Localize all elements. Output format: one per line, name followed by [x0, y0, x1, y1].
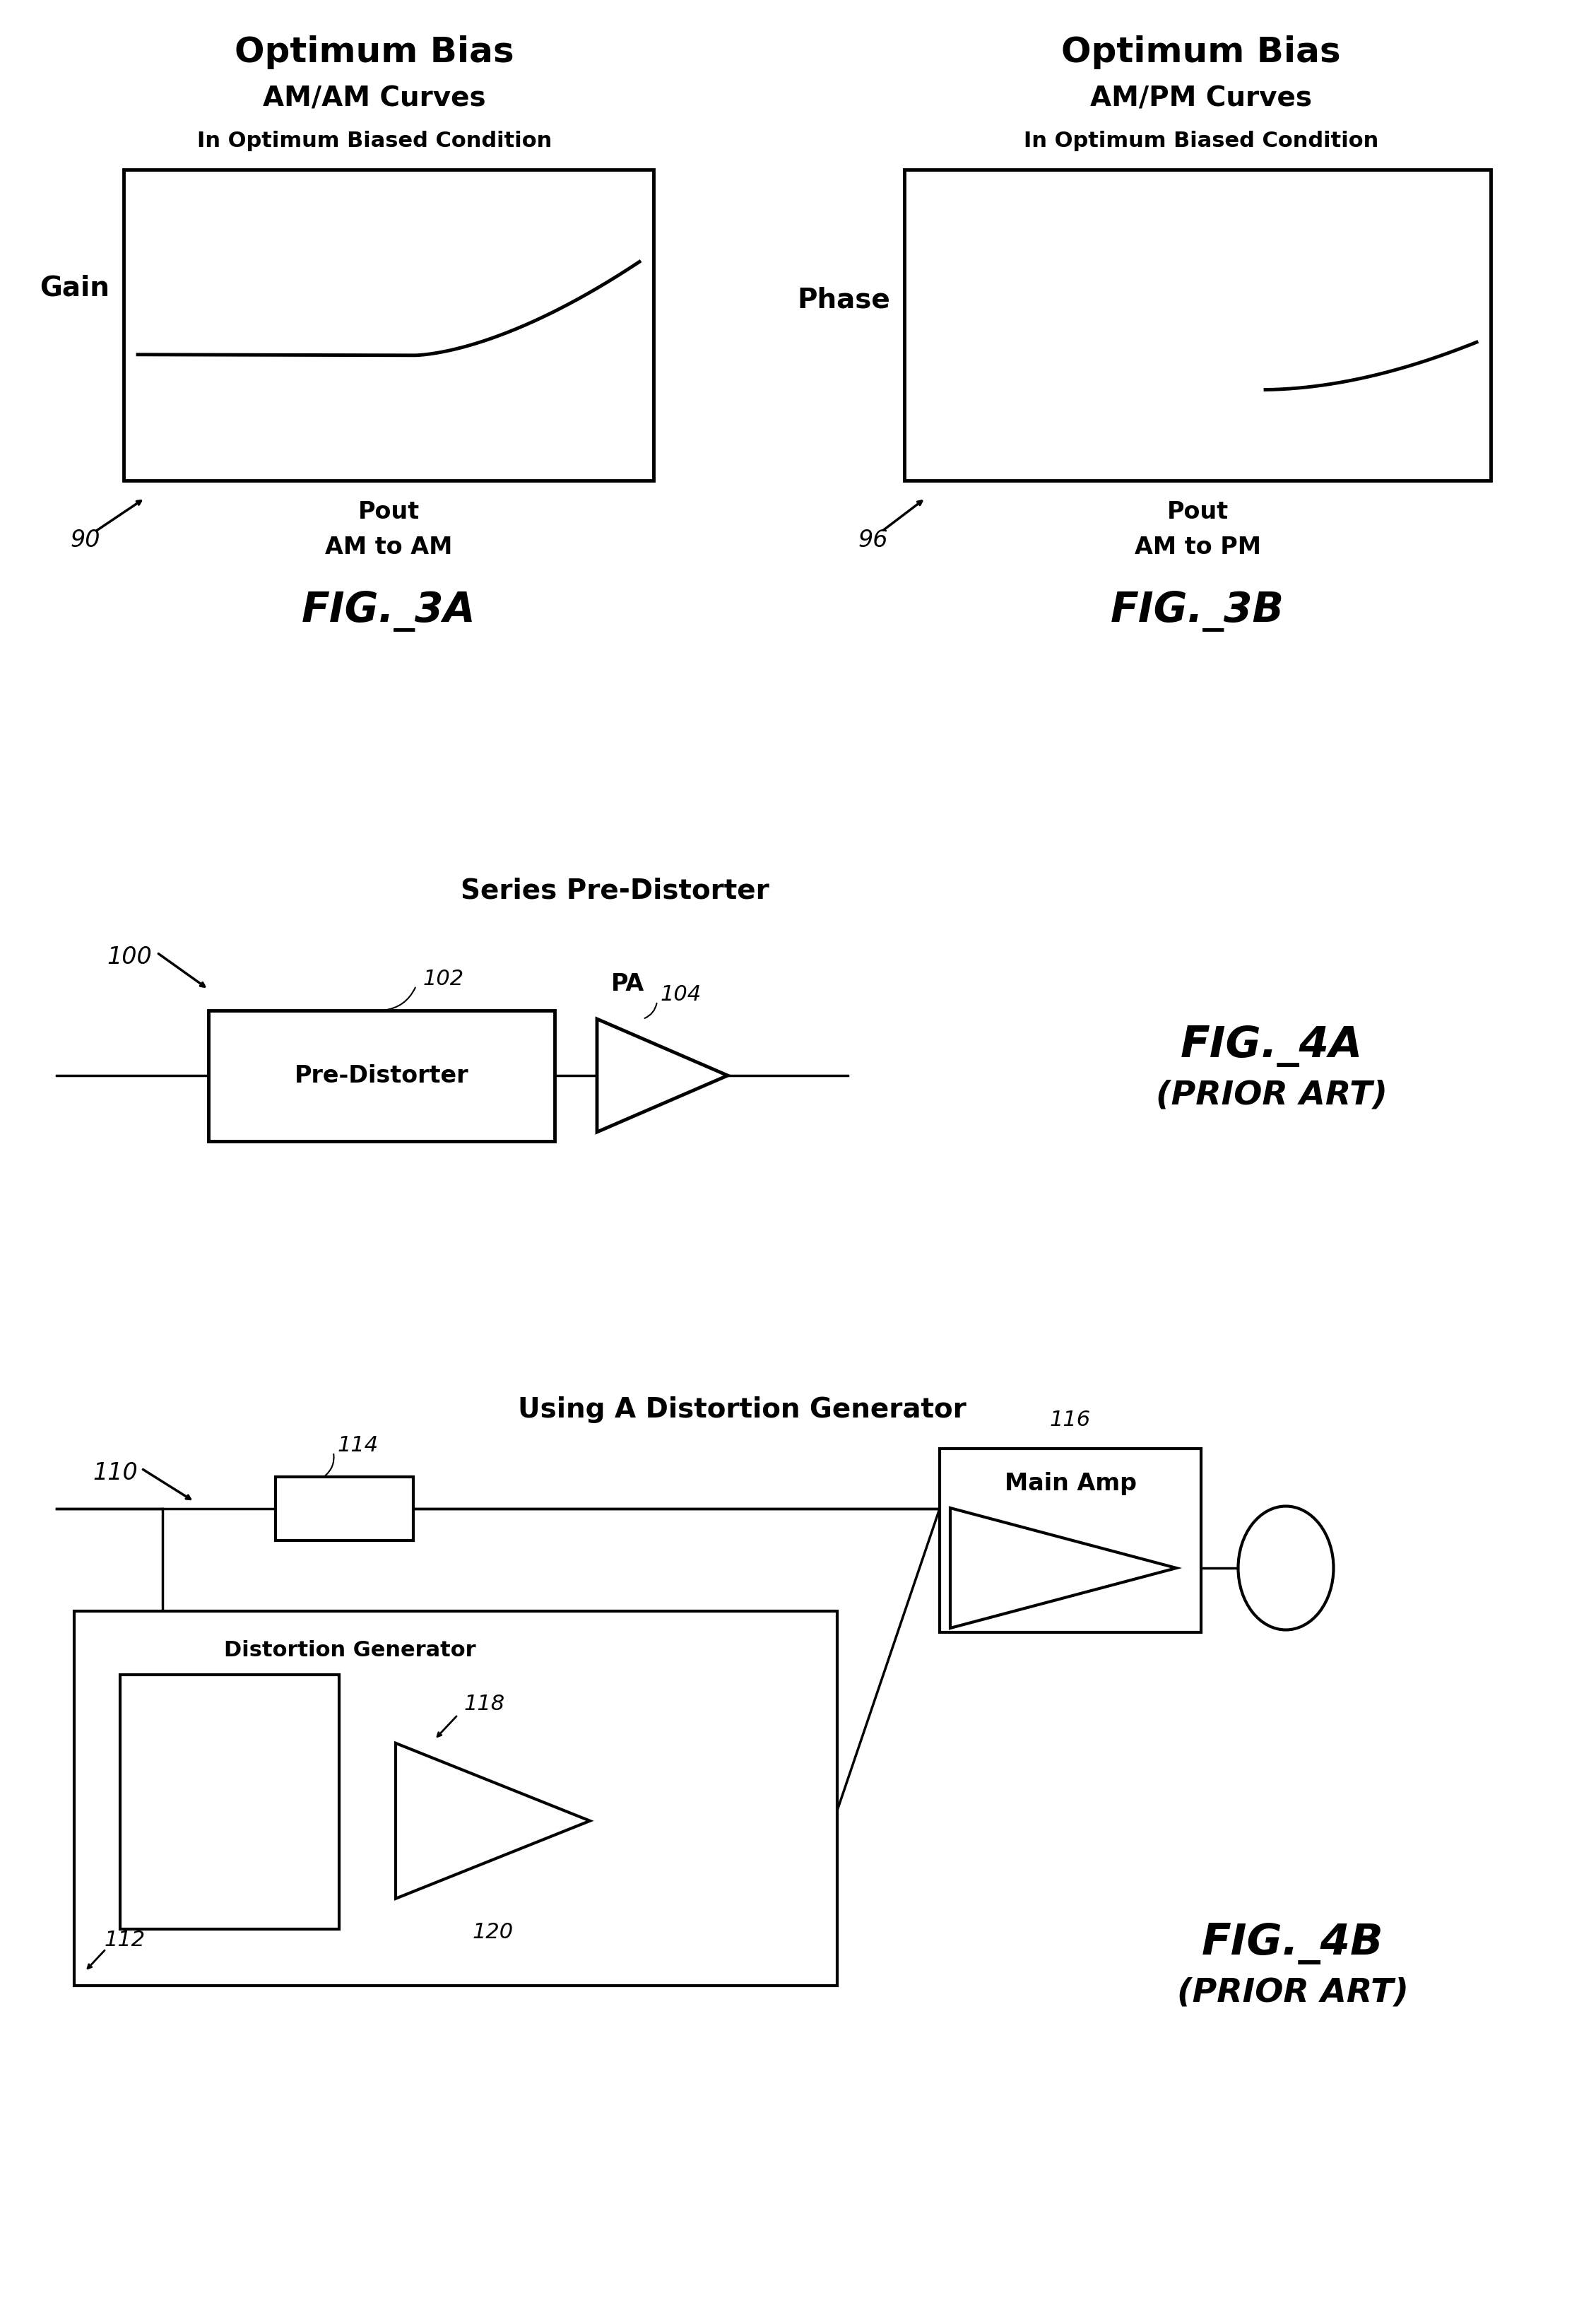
Text: 100: 100	[107, 945, 152, 968]
Text: Distortion Generator: Distortion Generator	[223, 1639, 476, 1660]
Text: 112: 112	[105, 1930, 145, 1950]
Text: FIG._4A: FIG._4A	[1181, 1024, 1363, 1066]
Text: Series Pre-Distorter: Series Pre-Distorter	[460, 878, 769, 903]
Text: AM to PM: AM to PM	[1135, 536, 1261, 560]
Bar	[209, 1010, 554, 1140]
Text: Phase: Phase	[796, 286, 891, 313]
Text: AM/AM Curves: AM/AM Curves	[263, 86, 485, 111]
Text: 118: 118	[464, 1695, 504, 1714]
Text: FIG._3B: FIG._3B	[1111, 590, 1285, 632]
Bar	[940, 1449, 1202, 1632]
Bar	[276, 1477, 413, 1539]
Text: Gain: Gain	[40, 274, 110, 302]
Text: (PRIOR ART): (PRIOR ART)	[1156, 1080, 1387, 1112]
Text: 114: 114	[337, 1435, 378, 1456]
Text: 110: 110	[93, 1461, 137, 1486]
Bar	[905, 170, 1491, 481]
Text: FIG._4B: FIG._4B	[1202, 1923, 1384, 1964]
Text: Optimum Bias: Optimum Bias	[1061, 35, 1341, 70]
Text: (PRIOR ART): (PRIOR ART)	[1176, 1976, 1409, 2009]
Text: 102: 102	[423, 968, 464, 989]
Text: Pout: Pout	[358, 502, 420, 525]
Text: In Optimum Biased Condition: In Optimum Biased Condition	[196, 130, 552, 151]
Text: FIG._3A: FIG._3A	[302, 590, 476, 632]
Text: 116: 116	[1050, 1409, 1092, 1430]
Polygon shape	[597, 1019, 728, 1133]
Text: 104: 104	[661, 985, 702, 1005]
Text: 96: 96	[859, 529, 889, 553]
Text: 120: 120	[472, 1923, 514, 1944]
Polygon shape	[396, 1744, 591, 1899]
Bar	[73, 1611, 838, 1985]
Text: AM to AM: AM to AM	[326, 536, 452, 560]
Text: Pre-Distorter: Pre-Distorter	[294, 1063, 469, 1087]
Bar	[120, 1674, 338, 1930]
Text: In Optimum Biased Condition: In Optimum Biased Condition	[1023, 130, 1379, 151]
Text: PA: PA	[611, 973, 645, 996]
Text: Main Amp: Main Amp	[1004, 1472, 1136, 1495]
Text: Using A Distortion Generator: Using A Distortion Generator	[517, 1396, 966, 1423]
Ellipse shape	[1238, 1507, 1334, 1630]
Text: 90: 90	[70, 529, 101, 553]
Bar	[123, 170, 653, 481]
Text: Optimum Bias: Optimum Bias	[235, 35, 514, 70]
Polygon shape	[950, 1507, 1176, 1628]
Text: AM/PM Curves: AM/PM Curves	[1090, 86, 1312, 111]
Text: Pout: Pout	[1167, 502, 1229, 525]
